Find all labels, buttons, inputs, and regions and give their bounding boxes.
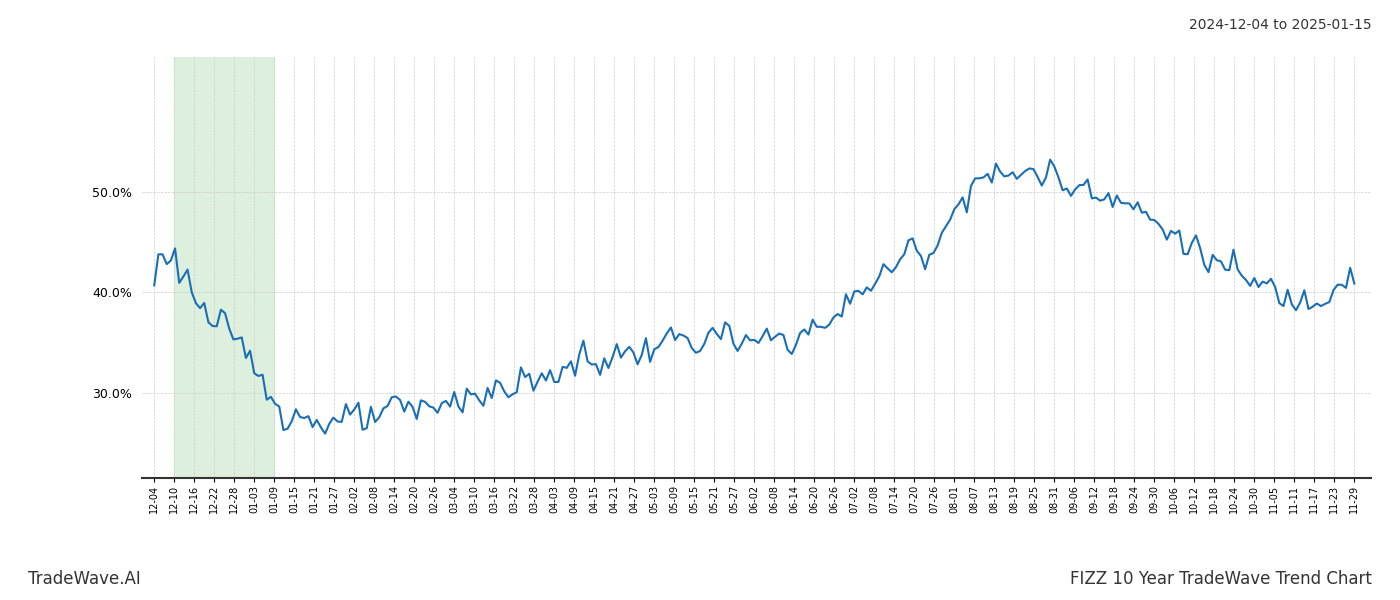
Text: 2024-12-04 to 2025-01-15: 2024-12-04 to 2025-01-15 bbox=[1190, 18, 1372, 32]
Bar bbox=[174, 57, 274, 478]
Text: TradeWave.AI: TradeWave.AI bbox=[28, 570, 141, 588]
Text: FIZZ 10 Year TradeWave Trend Chart: FIZZ 10 Year TradeWave Trend Chart bbox=[1070, 570, 1372, 588]
